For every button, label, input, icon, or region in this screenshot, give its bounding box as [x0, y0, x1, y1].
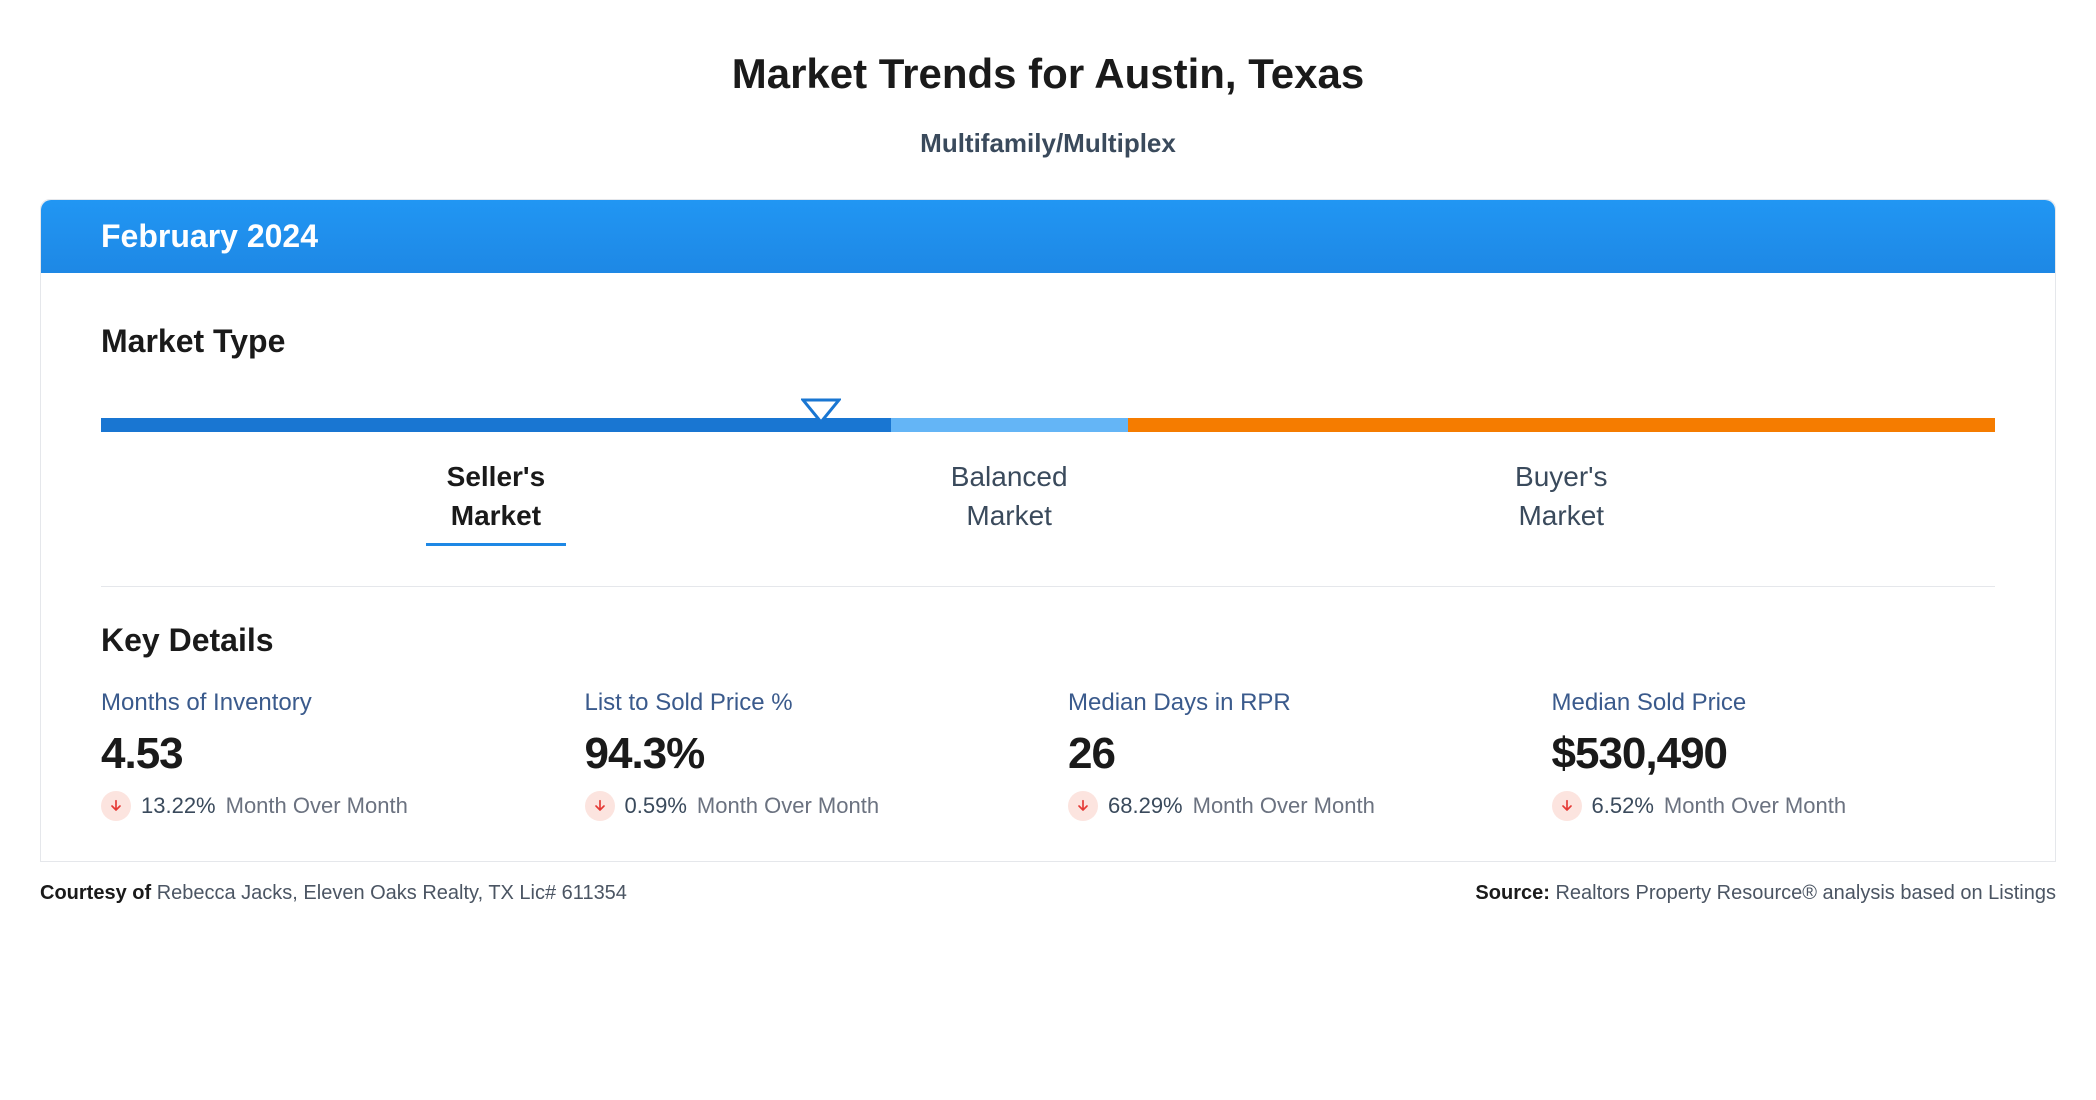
- metric-change: 68.29% Month Over Month: [1068, 791, 1512, 821]
- section-divider: [101, 586, 1995, 587]
- metric-change-period: Month Over Month: [1664, 793, 1846, 819]
- metric-change-period: Month Over Month: [226, 793, 408, 819]
- footer-courtesy: Courtesy of Rebecca Jacks, Eleven Oaks R…: [40, 882, 627, 905]
- gauge-labels-row: Seller'sMarketBalancedMarketBuyer'sMarke…: [101, 457, 1995, 546]
- footer-source-label: Source:: [1475, 882, 1549, 904]
- metric-3: Median Sold Price $530,490 6.52% Month Over…: [1552, 689, 1996, 821]
- gauge-label-line2: Market: [1128, 496, 1995, 535]
- arrow-down-icon: [1552, 791, 1582, 821]
- metric-change-pct: 0.59%: [625, 793, 687, 819]
- metric-label: Months of Inventory: [101, 689, 545, 717]
- metric-label: Median Sold Price: [1552, 689, 1996, 717]
- metric-1: List to Sold Price % 94.3% 0.59% Month Over…: [585, 689, 1029, 821]
- footer: Courtesy of Rebecca Jacks, Eleven Oaks R…: [40, 882, 2056, 905]
- key-details-heading: Key Details: [101, 622, 1995, 659]
- market-type-heading: Market Type: [101, 323, 1995, 360]
- metric-change: 0.59% Month Over Month: [585, 791, 1029, 821]
- metrics-row: Months of Inventory 4.53 13.22% Month Over …: [101, 689, 1995, 821]
- gauge-label-line1: Balanced: [891, 457, 1128, 496]
- card-body: Market Type Seller'sMarketBalancedMarket…: [41, 273, 2055, 861]
- gauge-label-line2: Market: [101, 496, 891, 535]
- market-card: February 2024 Market Type Seller'sMarket…: [40, 199, 2056, 862]
- footer-courtesy-label: Courtesy of: [40, 882, 151, 904]
- arrow-down-icon: [585, 791, 615, 821]
- metric-0: Months of Inventory 4.53 13.22% Month Over …: [101, 689, 545, 821]
- metric-label: Median Days in RPR: [1068, 689, 1512, 717]
- metric-change-pct: 6.52%: [1592, 793, 1654, 819]
- metric-change-pct: 13.22%: [141, 793, 216, 819]
- metric-change-period: Month Over Month: [697, 793, 879, 819]
- gauge-label-line1: Buyer's: [1128, 457, 1995, 496]
- gauge-label-2: Buyer'sMarket: [1128, 457, 1995, 546]
- metric-change-period: Month Over Month: [1193, 793, 1375, 819]
- metric-value: 26: [1068, 729, 1512, 779]
- footer-source-value: Realtors Property Resource® analysis bas…: [1555, 882, 2056, 904]
- gauge-label-line1: Seller's: [101, 457, 891, 496]
- gauge-segment-2: [1128, 418, 1995, 432]
- market-type-gauge: Seller'sMarketBalancedMarketBuyer'sMarke…: [101, 410, 1995, 546]
- gauge-segment-1: [891, 418, 1128, 432]
- page-title: Market Trends for Austin, Texas: [40, 50, 2056, 98]
- gauge-indicator-icon: [801, 398, 841, 429]
- gauge-label-1: BalancedMarket: [891, 457, 1128, 546]
- gauge-label-line2: Market: [891, 496, 1128, 535]
- arrow-down-icon: [101, 791, 131, 821]
- metric-2: Median Days in RPR 26 68.29% Month Over Mon…: [1068, 689, 1512, 821]
- footer-source: Source: Realtors Property Resource® anal…: [1475, 882, 2056, 905]
- gauge-label-underline: [426, 543, 566, 546]
- footer-courtesy-value: Rebecca Jacks, Eleven Oaks Realty, TX Li…: [157, 882, 627, 904]
- metric-change-pct: 68.29%: [1108, 793, 1183, 819]
- arrow-down-icon: [1068, 791, 1098, 821]
- metric-change: 6.52% Month Over Month: [1552, 791, 1996, 821]
- metric-value: 4.53: [101, 729, 545, 779]
- card-header-date: February 2024: [41, 200, 2055, 273]
- page-subtitle: Multifamily/Multiplex: [40, 128, 2056, 159]
- metric-value: $530,490: [1552, 729, 1996, 779]
- metric-label: List to Sold Price %: [585, 689, 1029, 717]
- gauge-segment-0: [101, 418, 891, 432]
- gauge-label-0: Seller'sMarket: [101, 457, 891, 546]
- gauge-bar-container: [101, 410, 1995, 432]
- metric-value: 94.3%: [585, 729, 1029, 779]
- metric-change: 13.22% Month Over Month: [101, 791, 545, 821]
